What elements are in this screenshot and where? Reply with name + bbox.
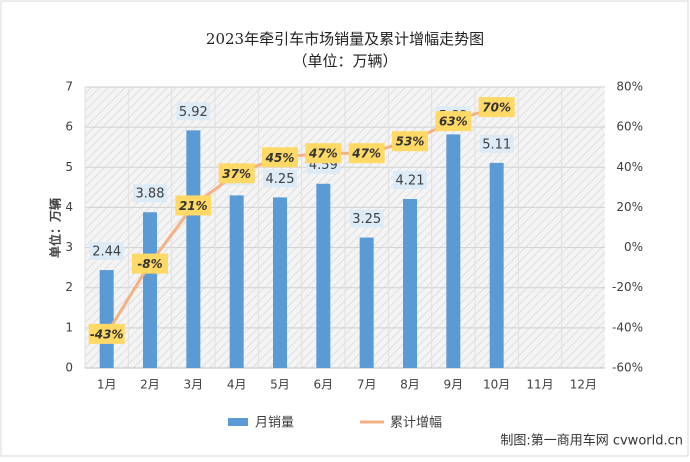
bar-label-box [133,184,167,203]
bar-label-box [479,134,514,153]
chart-subtitle: （单位：万辆） [292,52,397,70]
x-tick-label: 1月 [97,378,117,392]
line-label: 21% [179,199,208,213]
line-label-box [262,147,298,168]
y2-tick-label: 40% [616,160,643,174]
legend-label: 累计增幅 [390,416,442,431]
y2-tick-label: -20% [612,280,643,294]
x-tick-label: 3月 [184,378,204,392]
bar-label: 5.92 [179,105,208,120]
line-label: 63% [439,115,468,129]
line-label-box [348,143,385,164]
y-tick-label: 0 [65,361,73,375]
x-tick-label: 11月 [526,378,553,392]
line-label: 70% [482,101,511,115]
y-axis-label: 单位：万辆 [48,198,63,258]
bar-label: 3.25 [352,212,381,227]
x-tick-label: 5月 [270,378,290,392]
x-tick-label: 2月 [140,378,160,392]
bar-label: 4.25 [266,172,295,187]
y-tick-label: 4 [65,200,73,214]
legend-label: 月销量 [255,416,294,431]
y2-tick-label: 80% [616,80,643,94]
bar [186,130,201,368]
line-label: -43% [90,327,124,341]
bar [273,197,287,368]
line-label-box [478,97,515,118]
bar-label-box [393,170,427,189]
bar [446,134,461,368]
y2-tick-label: -60% [612,361,643,375]
bar-label-box [89,242,124,261]
line-label-box [88,323,125,344]
y2-tick-label: -40% [612,320,643,334]
line-label: -8% [137,257,162,271]
y-tick-label: 7 [65,80,73,94]
bar-label-box [176,102,211,121]
bar-label: 2.44 [92,245,121,260]
bar [316,183,331,368]
bar [143,212,157,368]
y-tick-label: 2 [65,280,73,294]
legend-swatch [228,418,248,426]
x-tick-label: 12月 [570,378,597,392]
bar [489,162,504,368]
bar-label: 5.11 [482,137,511,152]
x-tick-label: 10月 [483,378,510,392]
line-label-box [392,131,428,152]
bar-label-box [263,169,297,188]
line-label-box [435,111,472,132]
y-tick-label: 5 [65,160,73,174]
line-label-box [218,163,255,184]
chart-title: 2023年牵引车市场销量及累计增幅走势图 [206,30,484,48]
line-label: 45% [265,151,295,165]
line-label-box [175,195,212,216]
x-tick-label: 7月 [357,378,377,392]
line-label: 47% [308,147,338,161]
line [105,105,498,335]
x-tick-label: 6月 [314,378,334,392]
y-tick-label: 1 [65,320,73,334]
y-tick-label: 6 [65,120,73,134]
bar-label-box [349,209,384,228]
bar [99,270,114,368]
bar-label: 3.88 [136,187,165,202]
y2-tick-label: 0% [624,240,643,254]
x-tick-label: 8月 [400,378,420,392]
x-tick-label: 4月 [227,378,247,392]
y-tick-label: 3 [65,240,73,254]
line-label-box [305,143,342,164]
y2-tick-label: 60% [616,120,643,134]
footer: 制图:第一商用车网 cvworld.cn [500,433,683,449]
line-label: 37% [222,167,251,181]
bar-label: 4.21 [396,173,425,188]
line-label: 47% [351,147,381,161]
x-tick-label: 9月 [444,378,464,392]
bar [359,237,374,368]
line-label-box [132,253,168,274]
bar [403,198,417,368]
y2-tick-label: 20% [616,200,643,214]
line-label: 53% [396,135,425,149]
bar [229,195,244,368]
